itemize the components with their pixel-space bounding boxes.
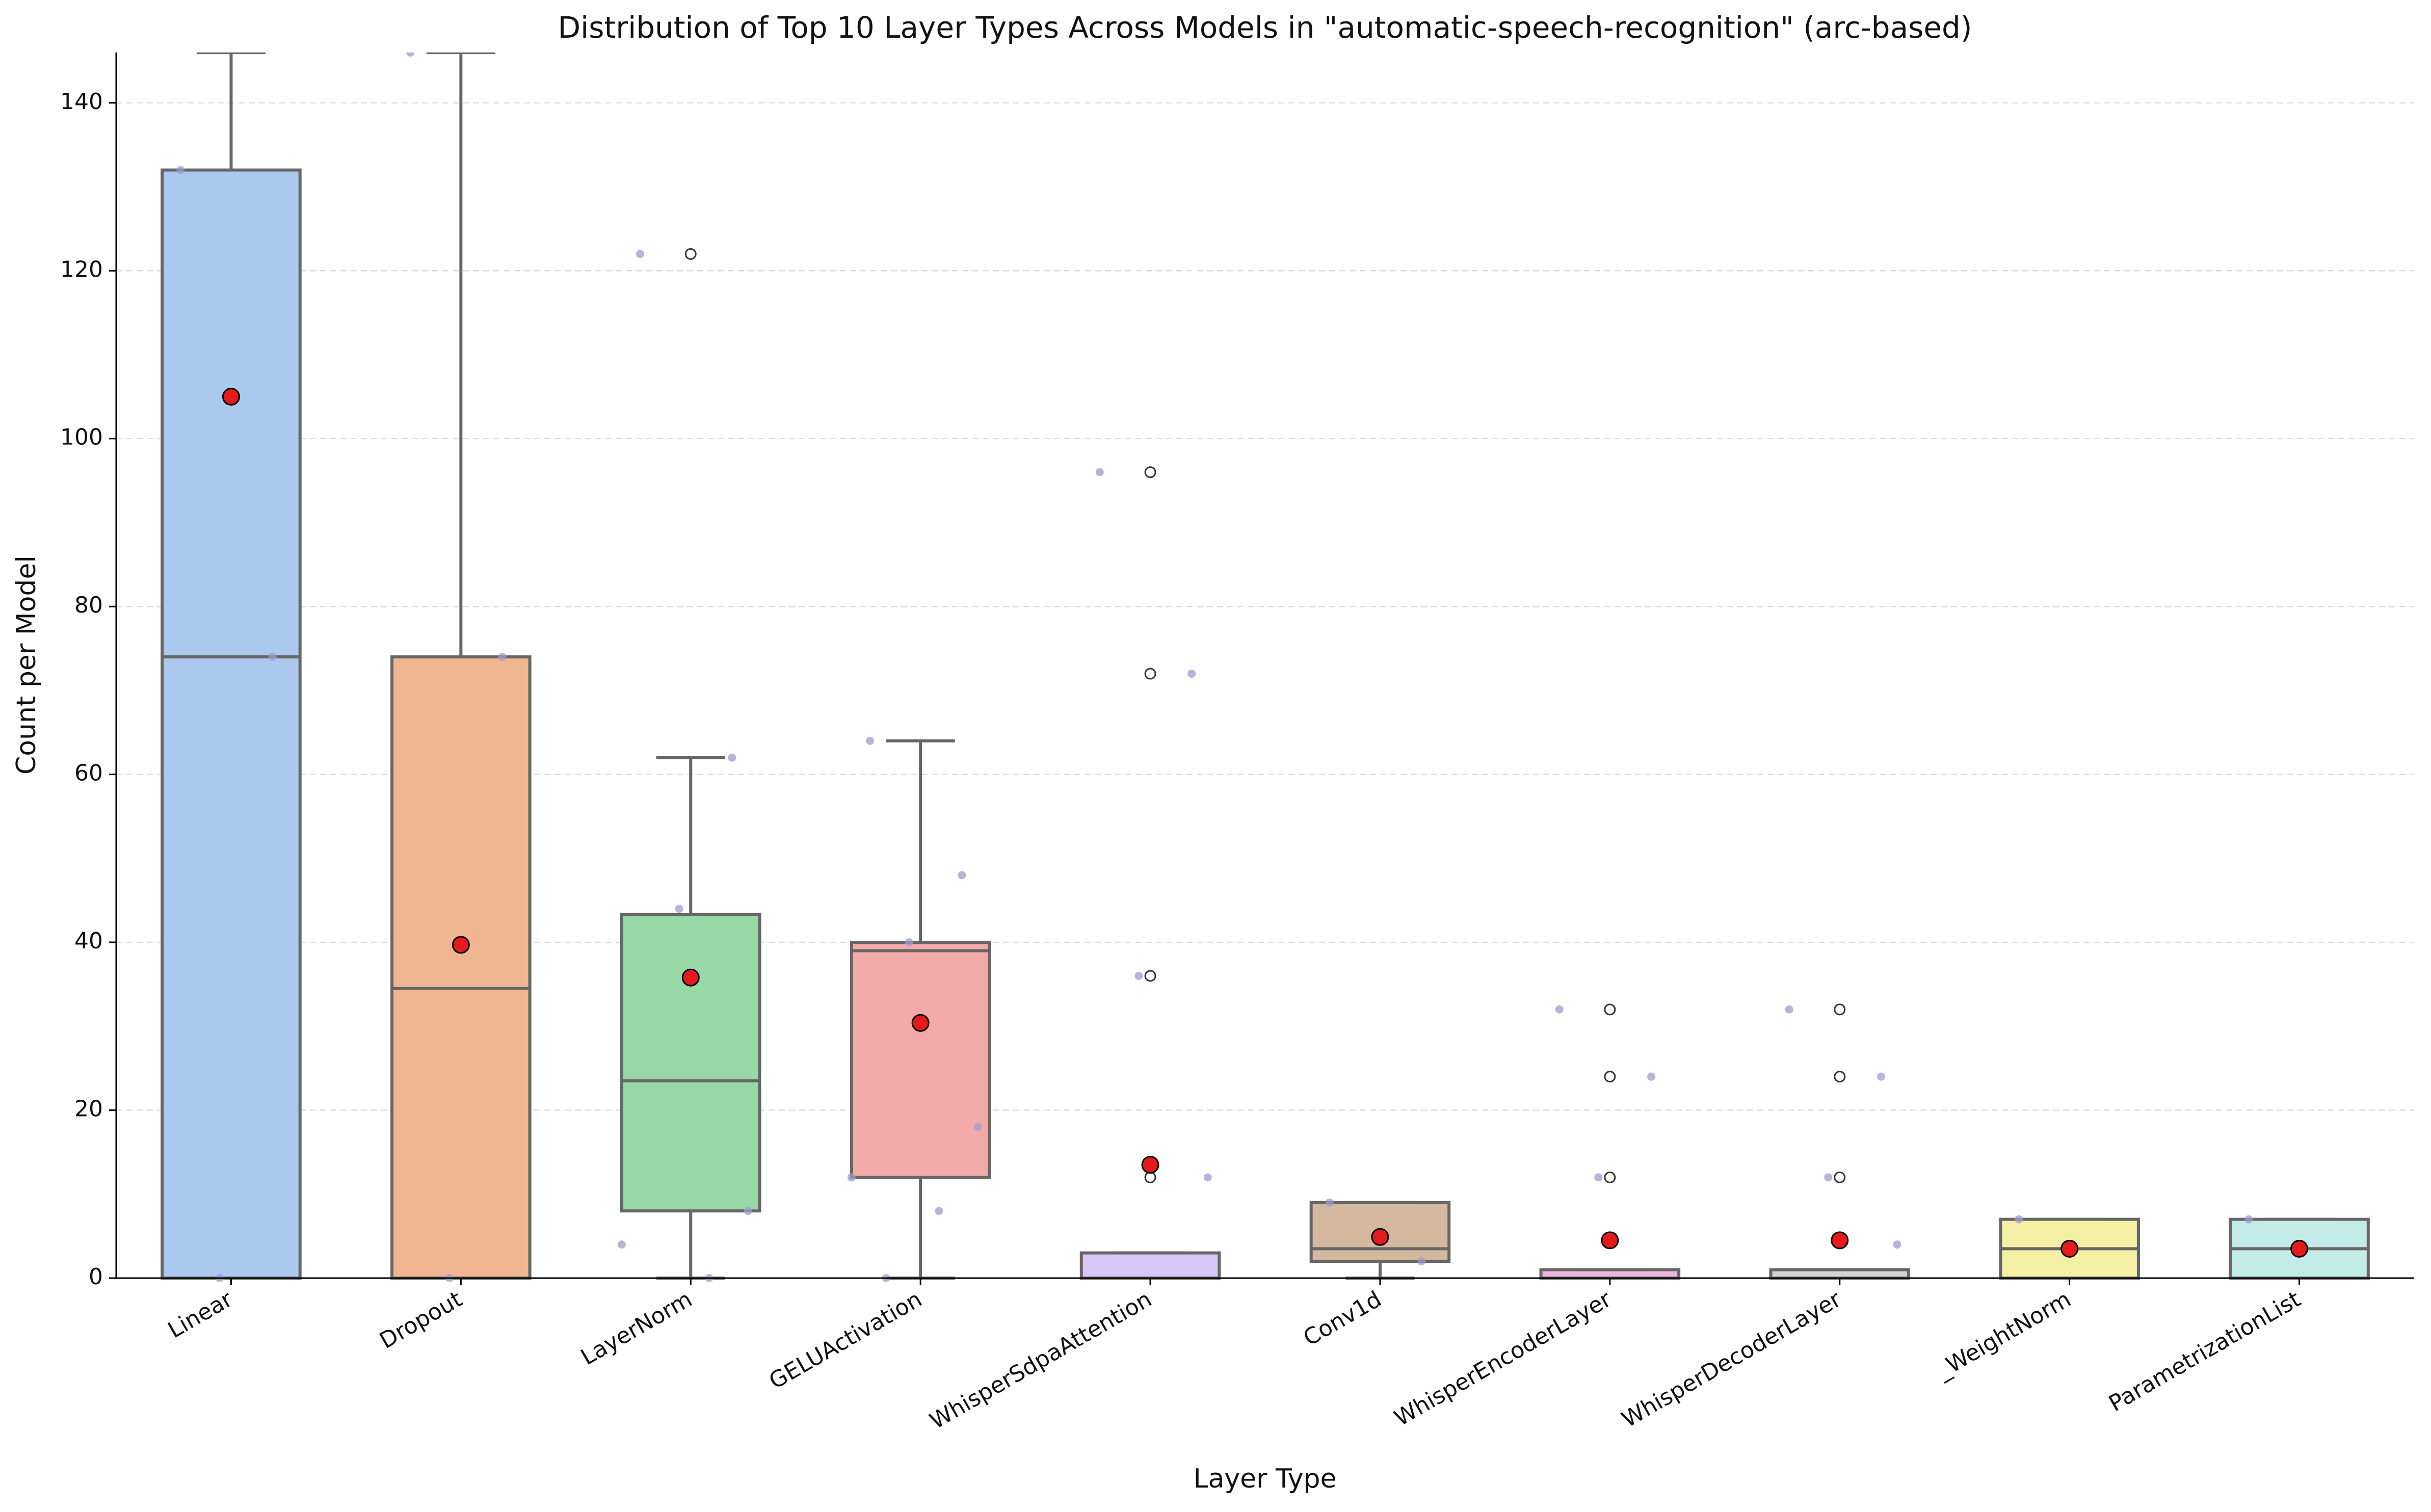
y-tick-label: 120: [60, 256, 103, 282]
data-point: [847, 1173, 856, 1182]
data-point: [1893, 1240, 1901, 1249]
data-point: [728, 753, 736, 762]
outlier: [1144, 970, 1156, 982]
data-point: [1647, 1072, 1656, 1081]
x-tick-label: LayerNorm: [576, 1286, 697, 1371]
outlier: [1834, 1003, 1846, 1016]
data-point: [1134, 971, 1143, 980]
y-tick-label: 80: [74, 592, 103, 618]
chart-title: Distribution of Top 10 Layer Types Acros…: [558, 10, 1972, 45]
data-point: [2015, 1215, 2023, 1224]
y-tick-label: 0: [89, 1264, 103, 1290]
data-point: [1095, 468, 1104, 476]
x-tick-label: ParametrizationList: [2104, 1286, 2305, 1417]
y-axis-label: Count per Model: [11, 555, 42, 775]
data-point: [498, 653, 507, 661]
data-point: [1785, 1005, 1793, 1014]
data-point: [958, 871, 966, 880]
y-tick-label: 20: [74, 1096, 103, 1122]
mean: [681, 968, 700, 987]
mean: [1371, 1228, 1389, 1246]
data-point: [1555, 1005, 1564, 1014]
data-point: [617, 1240, 626, 1249]
outlier: [1604, 1003, 1616, 1016]
data-point: [1877, 1072, 1885, 1081]
mean: [2060, 1239, 2079, 1258]
outlier: [1604, 1071, 1616, 1083]
data-point: [744, 1207, 752, 1215]
y-tick-label: 60: [74, 760, 103, 786]
mean: [2290, 1239, 2309, 1258]
data-point: [636, 250, 645, 258]
outlier: [1834, 1071, 1846, 1083]
data-point: [1325, 1198, 1334, 1207]
outlier: [1144, 1171, 1156, 1183]
data-point: [935, 1207, 943, 1215]
outlier: [1144, 668, 1156, 680]
mean: [911, 1014, 930, 1032]
box: [620, 913, 761, 1213]
data-point: [675, 905, 683, 913]
outlier: [1834, 1171, 1846, 1183]
x-tick-label: _WeightNorm: [1932, 1286, 2075, 1384]
x-tick-label: Conv1d: [1299, 1286, 1386, 1351]
data-point: [1594, 1173, 1603, 1182]
data-point: [1824, 1173, 1833, 1182]
y-tick-label: 40: [74, 928, 103, 954]
plot-area: [161, 52, 2370, 1282]
data-point: [268, 653, 277, 661]
mean: [1601, 1231, 1619, 1250]
x-tick-label: Dropout: [375, 1286, 467, 1354]
x-tick-label: WhisperDecoderLayer: [1618, 1286, 1846, 1433]
data-point: [406, 52, 415, 57]
data-point: [176, 166, 185, 174]
data-point: [1417, 1257, 1426, 1266]
data-point: [1187, 669, 1196, 678]
mean: [1141, 1156, 1159, 1174]
outlier: [1604, 1171, 1616, 1183]
mean: [1831, 1231, 1849, 1250]
box: [850, 941, 991, 1179]
data-point: [865, 736, 874, 745]
box: [1079, 1251, 1221, 1280]
data-point: [1203, 1173, 1212, 1182]
data-point: [905, 938, 913, 947]
x-axis-label: Layer Type: [1194, 1464, 1337, 1494]
mean: [222, 387, 240, 406]
x-tick-label: Linear: [164, 1286, 237, 1343]
box: [390, 655, 532, 1280]
x-tick-label: WhisperSdpaAttention: [926, 1286, 1156, 1435]
y-tick-label: 140: [60, 89, 103, 115]
x-tick-label: GELUActivation: [765, 1286, 927, 1395]
x-tick-label: WhisperEncoderLayer: [1390, 1286, 1616, 1431]
data-point: [973, 1123, 982, 1131]
mean: [452, 936, 470, 954]
data-point: [2244, 1215, 2253, 1224]
box: [161, 168, 302, 1280]
outlier: [1144, 466, 1156, 479]
outlier: [684, 248, 697, 260]
y-tick-label: 100: [60, 425, 103, 450]
